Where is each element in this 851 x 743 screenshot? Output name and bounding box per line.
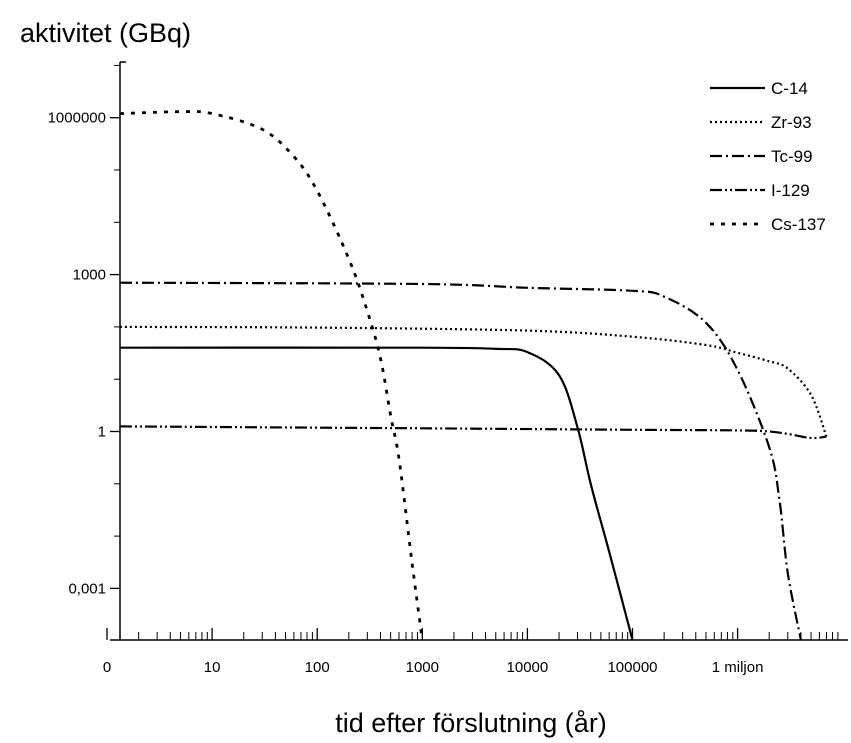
legend-label-i-129: I-129 xyxy=(771,181,810,200)
axis-ticks: 0 10 100 1000 10000 100000 1 miljon 0,001 1 1000 1… xyxy=(48,64,839,676)
series-i-129-line xyxy=(119,425,827,440)
y-tick-label: 0,001 xyxy=(68,580,106,597)
series-zr-93-line xyxy=(119,325,828,437)
series-tc-99-line xyxy=(119,281,802,641)
x-tick-label: 100 xyxy=(305,659,330,676)
chart-title: aktivitet (GBq) xyxy=(20,18,191,48)
legend-label-tc-99: Tc-99 xyxy=(771,147,813,166)
x-tick-label: 1000 xyxy=(406,659,439,676)
x-axis-label: tid efter förslutning (år) xyxy=(335,708,607,738)
y-tick-label: 1 xyxy=(98,424,106,441)
legend: C-14 Zr-93 Tc-99 I-129 Cs-137 xyxy=(710,79,826,234)
legend-label-c-14: C-14 xyxy=(771,79,808,98)
y-tick-label: 1000000 xyxy=(48,110,106,127)
legend-label-cs-137: Cs-137 xyxy=(771,215,826,234)
y-tick-label: 1000 xyxy=(73,267,106,284)
x-tick-label: 10 xyxy=(204,659,221,676)
series-c-14-line xyxy=(119,346,634,641)
legend-label-zr-93: Zr-93 xyxy=(771,113,812,132)
x-tick-label: 100000 xyxy=(607,659,657,676)
series-cs-137-line xyxy=(119,110,424,641)
x-tick-label: 1 miljon xyxy=(712,659,764,676)
x-tick-label: 10000 xyxy=(507,659,549,676)
x-tick-label: 0 xyxy=(103,659,111,676)
series-layer xyxy=(119,110,828,641)
